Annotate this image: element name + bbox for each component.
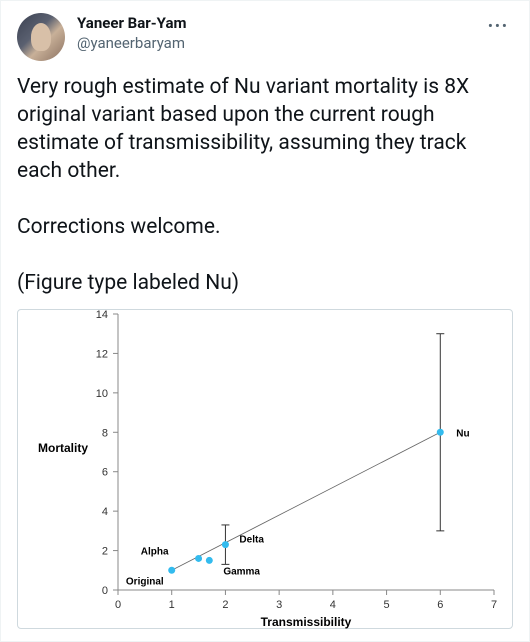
svg-text:1: 1 (169, 599, 175, 611)
svg-text:Nu: Nu (456, 428, 469, 439)
svg-text:6: 6 (102, 467, 108, 479)
tweet-body: Very rough estimate of Nu variant mortal… (17, 73, 513, 297)
svg-text:14: 14 (96, 310, 108, 321)
svg-text:7: 7 (491, 599, 497, 611)
svg-text:2: 2 (222, 599, 228, 611)
svg-text:8: 8 (102, 427, 108, 439)
avatar[interactable] (17, 13, 65, 61)
svg-text:10: 10 (96, 388, 108, 400)
svg-text:2: 2 (102, 546, 108, 558)
svg-text:6: 6 (437, 599, 443, 611)
tweet-card: Yaneer Bar-Yam @yaneerbaryam ••• Very ro… (0, 0, 530, 642)
chart-svg: 0246810121401234567TransmissibilityMorta… (18, 310, 514, 630)
svg-text:Mortality: Mortality (38, 441, 88, 455)
svg-text:0: 0 (115, 599, 121, 611)
svg-text:Transmissibility: Transmissibility (261, 615, 352, 629)
svg-text:5: 5 (384, 599, 390, 611)
more-icon[interactable]: ••• (484, 13, 513, 39)
svg-text:12: 12 (96, 348, 108, 360)
svg-text:Gamma: Gamma (223, 566, 260, 577)
svg-text:Alpha: Alpha (141, 546, 169, 557)
svg-text:4: 4 (330, 599, 336, 611)
svg-text:3: 3 (276, 599, 282, 611)
svg-text:4: 4 (102, 506, 108, 518)
svg-text:Delta: Delta (239, 535, 264, 546)
handle: @yaneerbaryam (77, 33, 187, 53)
author-block[interactable]: Yaneer Bar-Yam @yaneerbaryam (77, 13, 187, 53)
svg-text:Original: Original (126, 576, 164, 587)
svg-text:0: 0 (102, 585, 108, 597)
display-name: Yaneer Bar-Yam (77, 13, 187, 33)
chart-image[interactable]: 0246810121401234567TransmissibilityMorta… (17, 309, 513, 629)
tweet-header: Yaneer Bar-Yam @yaneerbaryam ••• (17, 13, 513, 61)
